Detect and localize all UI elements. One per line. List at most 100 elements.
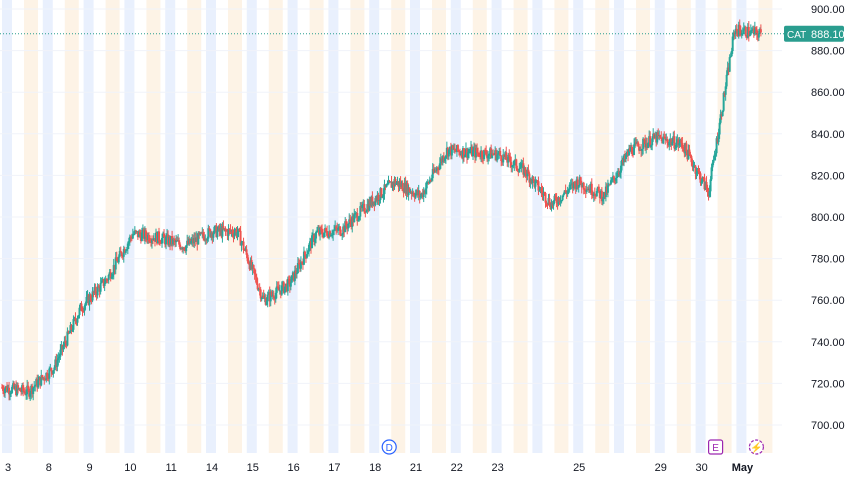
candle-body [504,152,507,157]
event-marker[interactable]: ⚡ [748,439,765,455]
candle-body [728,57,731,72]
candle-body [743,27,746,29]
candle-body [184,249,187,252]
candle-body [608,184,611,186]
candle-body [5,386,8,390]
candle-body [545,202,548,204]
candle-body [738,24,741,31]
candle-body [245,249,248,255]
candle-body [512,165,515,167]
candle-body [495,150,498,161]
candle-body [529,179,532,183]
candle-body [354,213,357,215]
candle-body [562,193,565,196]
candle-body [319,227,322,235]
candle-body [682,147,685,149]
candle-body [33,386,36,388]
candle-body [514,159,517,161]
candle-body [209,229,212,237]
candle-body [527,169,530,174]
candle-body [60,344,63,350]
postmarket-band [391,0,406,453]
last-price-tag[interactable]: CAT 888.10 [784,25,845,42]
candle-body [70,325,73,331]
candle-body [34,385,37,387]
candle-body [688,149,691,155]
dividend-marker[interactable]: D [381,439,397,455]
candle-body [652,133,655,139]
candle-body [74,317,77,321]
candle-body [476,148,479,153]
candle-body [498,150,501,154]
candle-body [502,154,505,163]
candle-body [409,192,412,194]
candle-body [68,332,71,334]
candle-body [217,226,220,231]
candle-body [311,234,314,236]
y-tick-label: 720.00 [811,378,845,390]
candle-body [499,150,502,156]
candle-body [469,152,472,154]
candle-body [470,146,473,153]
candle-body [426,182,429,184]
candle-body [711,162,714,168]
candle-body [160,242,163,244]
candle-body [341,234,344,236]
candle-body [757,33,760,38]
candle-body [399,182,402,187]
candle-body [463,154,466,158]
candle-body [532,176,535,180]
candle-body [349,219,352,223]
premarket-band [695,0,706,453]
candle-body [698,171,701,174]
candle-body [308,241,311,245]
candle-body [694,165,697,174]
candle-body [611,176,614,180]
candle-body [337,227,340,231]
candle-body [544,193,547,203]
candle-body [395,182,398,185]
candle-body [115,257,118,261]
candle-body [421,193,424,198]
candle-body [305,254,308,258]
candle-body [745,36,748,38]
candle-body [449,146,452,156]
candle-body [236,231,239,236]
candle-body [379,188,382,201]
candle-body [63,341,66,346]
candle-body [242,241,245,251]
candle-body [193,237,196,244]
candle-body [220,228,223,237]
candle-body [564,190,567,193]
candle-body [166,234,169,237]
candle-body [71,329,74,331]
candle-body [138,231,141,235]
candle-body [549,205,552,210]
candle-body [267,292,270,295]
candle-body [453,148,456,152]
candle-body [284,283,287,287]
premarket-band [246,0,257,453]
candle-body [719,114,722,123]
candle-body [188,238,191,245]
candle-body [496,154,499,161]
candle-body [280,285,283,295]
candle-body [275,286,278,293]
candle-body [388,181,391,183]
candle-body [153,238,156,242]
earnings-marker[interactable]: E [707,439,724,455]
candle-body [465,148,468,158]
candle-body [57,358,60,361]
candle-body [606,185,609,193]
candle-body [605,186,608,193]
candle-body [150,239,153,243]
candle-body [352,216,355,223]
candle-body [437,168,440,170]
last-price-label: 888.10 [811,29,845,41]
candle-body [693,165,696,167]
candle-body [648,136,651,144]
candle-body [218,226,221,232]
candle-body [95,293,98,296]
candle-body [322,234,325,238]
